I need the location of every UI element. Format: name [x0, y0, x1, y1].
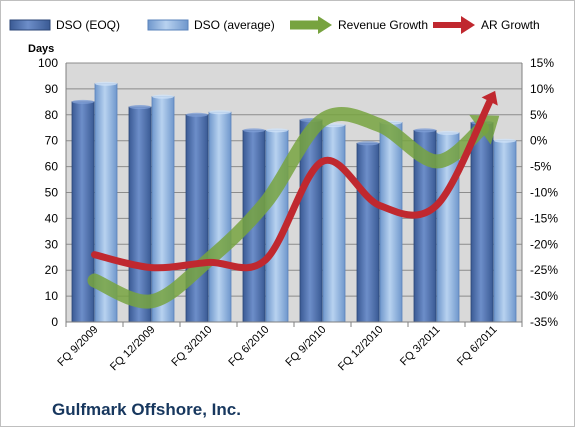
y2-tick-label: -5% [530, 160, 552, 174]
y-axis-title: Days [28, 43, 54, 55]
bar-top [95, 82, 117, 86]
bar-top [72, 100, 94, 104]
y-tick-label: 30 [45, 237, 59, 251]
y-tick-label: 20 [45, 263, 59, 277]
bar-top [494, 139, 516, 143]
y-tick-label: 40 [45, 211, 59, 225]
bar-dso-average [323, 125, 345, 322]
legend-label-revenue-growth: Revenue Growth [338, 18, 428, 32]
legend-label-dso-eoq: DSO (EOQ) [56, 18, 120, 32]
bar-dso-eoq [471, 123, 493, 322]
y-tick-label: 90 [45, 82, 59, 96]
y-tick-label: 100 [38, 56, 58, 70]
company-name: Gulfmark Offshore, Inc. [52, 400, 241, 419]
legend-swatch-dso-average [148, 20, 188, 30]
y2-tick-label: 5% [530, 108, 548, 122]
y2-tick-label: -30% [530, 289, 558, 303]
y2-tick-label: 10% [530, 82, 554, 96]
bar-dso-average [380, 123, 402, 322]
bar-dso-eoq [186, 115, 208, 322]
bar-dso-eoq [129, 107, 151, 322]
bar-top [209, 110, 231, 114]
y-tick-label: 10 [45, 289, 59, 303]
y2-tick-label: -35% [530, 315, 558, 329]
y2-tick-label: -15% [530, 211, 558, 225]
bar-top [152, 95, 174, 99]
bar-top [266, 128, 288, 132]
y2-tick-label: -20% [530, 237, 558, 251]
y2-tick-label: -25% [530, 263, 558, 277]
bar-top [437, 131, 459, 135]
y-tick-label: 50 [45, 186, 59, 200]
bar-top [357, 141, 379, 145]
legend-label-dso-average: DSO (average) [194, 18, 275, 32]
y2-tick-label: -10% [530, 186, 558, 200]
y-tick-label: 70 [45, 134, 59, 148]
bar-dso-eoq [357, 143, 379, 322]
legend-swatch-dso-eoq [10, 20, 50, 30]
bar-dso-average [209, 112, 231, 322]
bar-dso-average [494, 141, 516, 322]
bar-top [129, 105, 151, 109]
bar-dso-eoq [72, 102, 94, 322]
bar-top [414, 128, 436, 132]
y2-tick-label: 0% [530, 134, 548, 148]
y-tick-label: 80 [45, 108, 59, 122]
y2-tick-label: 15% [530, 56, 554, 70]
bar-top [186, 113, 208, 117]
legend-label-ar-growth: AR Growth [481, 18, 540, 32]
bar-top [243, 128, 265, 132]
y-tick-label: 0 [51, 315, 58, 329]
y-tick-label: 60 [45, 160, 59, 174]
